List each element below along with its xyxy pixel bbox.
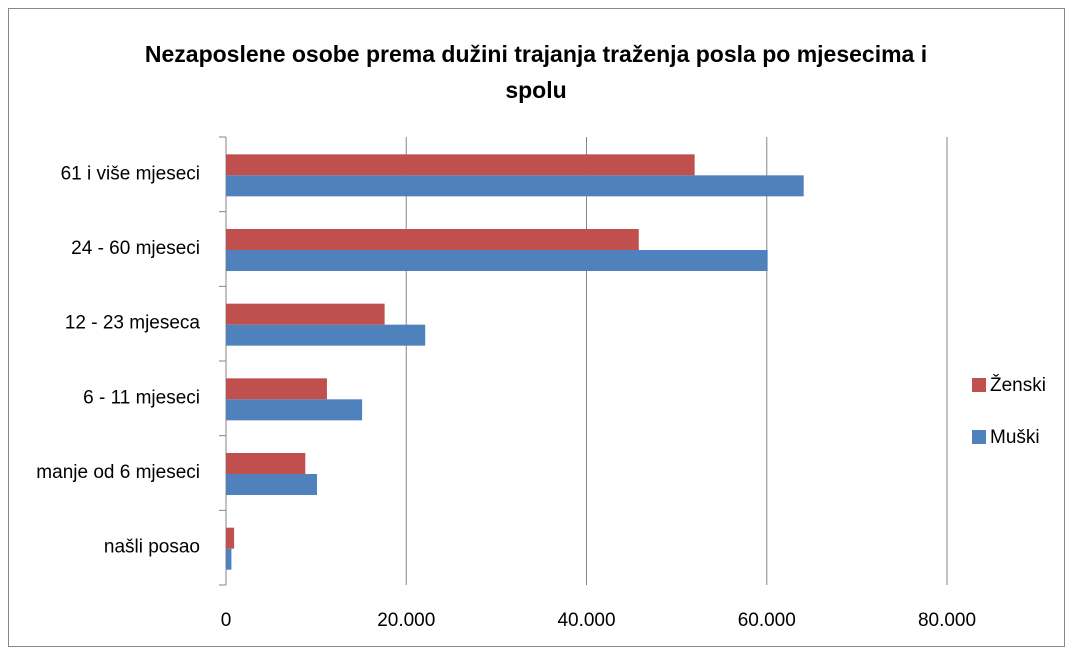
- chart-border: [8, 8, 1065, 647]
- bar: [226, 154, 695, 176]
- bar: [226, 453, 306, 474]
- legend-swatch: [972, 378, 986, 392]
- bar: [226, 175, 804, 197]
- legend-label: Muški: [990, 427, 1040, 448]
- bar: [226, 399, 363, 421]
- x-tick-label: 40.000: [557, 610, 615, 631]
- y-tick-label: 61 i više mjeseci: [61, 163, 200, 184]
- bar: [226, 250, 768, 271]
- bar: [226, 324, 426, 346]
- x-tick-label: 0: [221, 610, 232, 631]
- bar: [226, 378, 327, 400]
- x-tick-label: 80.000: [918, 610, 976, 631]
- y-tick-label: 6 - 11 mjeseci: [83, 387, 200, 408]
- chart-title: Nezaposlene osobe prema dužini trajanja …: [144, 41, 928, 103]
- bar: [226, 474, 318, 495]
- legend-swatch: [972, 430, 986, 444]
- y-tick-label: 12 - 23 mjeseca: [65, 313, 201, 334]
- bar: [226, 527, 235, 549]
- y-tick-label: manje od 6 mjeseci: [36, 462, 200, 483]
- legend-label: Ženski: [990, 374, 1046, 396]
- x-tick-label: 60.000: [738, 610, 796, 631]
- x-tick-label: 20.000: [377, 610, 435, 631]
- y-tick-label: našli posao: [104, 537, 200, 558]
- y-tick-label: 24 - 60 mjeseci: [71, 238, 200, 259]
- bar: [226, 548, 232, 570]
- bar: [226, 229, 639, 250]
- bar: [226, 303, 385, 325]
